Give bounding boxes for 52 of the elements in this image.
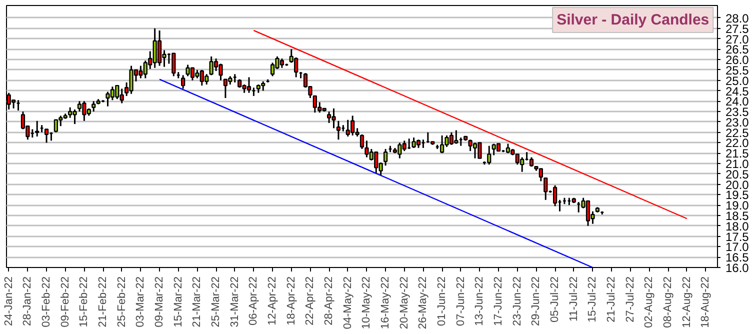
- x-tick-label: 01-Jun-22: [436, 276, 448, 326]
- chart-title: Silver - Daily Candles: [556, 12, 710, 28]
- x-tick-label: 20-May-22: [398, 276, 410, 330]
- candlestick: [223, 78, 228, 99]
- x-tick-label: 05-Jul-22: [549, 276, 562, 322]
- x-tick-label: 27-Jul-22: [624, 276, 636, 322]
- x-tick-label: 21-Feb-22: [97, 276, 110, 328]
- candlestick: [487, 145, 492, 166]
- x-tick-label: 04-May-22: [342, 276, 354, 330]
- x-tick-label: 13-Jun-22: [474, 276, 486, 326]
- x-tick-label: 06-Apr-22: [248, 276, 260, 326]
- x-tick-label: 18-Aug-22: [700, 276, 712, 328]
- candlestick: [35, 120, 40, 138]
- x-tick-label: 03-Mar-22: [134, 276, 147, 328]
- x-tick-label: 15-Jul-22: [586, 276, 599, 322]
- x-tick-label: 25-Mar-22: [210, 276, 222, 328]
- x-tick-label: 22-Apr-22: [304, 276, 316, 326]
- x-tick-label: 10-May-22: [360, 276, 373, 330]
- candlestick: [552, 184, 558, 207]
- candlestick: [172, 52, 176, 77]
- x-tick-label: 09-Feb-22: [59, 276, 72, 328]
- x-tick-label: 25-Feb-22: [116, 276, 128, 328]
- x-tick-label: 15-Feb-22: [78, 276, 90, 328]
- candlestick: [544, 177, 548, 201]
- x-tick-label: 16-May-22: [380, 276, 392, 330]
- x-tick-label: 24-Jan-22: [2, 276, 15, 326]
- candlestick: [44, 128, 49, 144]
- x-tick-label: 28-Jan-22: [22, 276, 34, 326]
- x-tick-label: 12-Apr-22: [266, 276, 279, 326]
- candlestick: [181, 74, 186, 90]
- x-tick-label: 21-Jul-22: [606, 276, 618, 322]
- candlestick: [336, 120, 341, 140]
- candlestick: [92, 100, 96, 112]
- candlestick: [383, 148, 388, 166]
- x-tick-label: 03-Feb-22: [40, 276, 53, 328]
- candlestick: [506, 143, 510, 154]
- x-tick-label: 18-Apr-22: [285, 276, 298, 326]
- x-tick-label: 09-Mar-22: [154, 276, 166, 328]
- x-tick-label: 12-Aug-22: [680, 276, 693, 328]
- x-tick-label: 26-May-22: [417, 276, 430, 330]
- x-tick-label: 31-Mar-22: [228, 276, 241, 328]
- x-tick-label: 11-Jul-22: [568, 276, 580, 322]
- x-tick-label: 07-Jun-22: [454, 276, 467, 326]
- x-tick-label: 21-Mar-22: [191, 276, 204, 328]
- x-tick-label: 28-Apr-22: [323, 276, 336, 326]
- x-tick-label: 02-Aug-22: [643, 276, 656, 328]
- x-tick-label: 23-Jun-22: [511, 276, 524, 326]
- x-tick-label: 15-Mar-22: [172, 276, 184, 328]
- candlestick: [529, 156, 534, 168]
- x-tick-label: 08-Aug-22: [662, 276, 674, 328]
- x-tick-label: 17-Jun-22: [492, 276, 505, 326]
- x-tick-label: 29-Jun-22: [530, 276, 542, 326]
